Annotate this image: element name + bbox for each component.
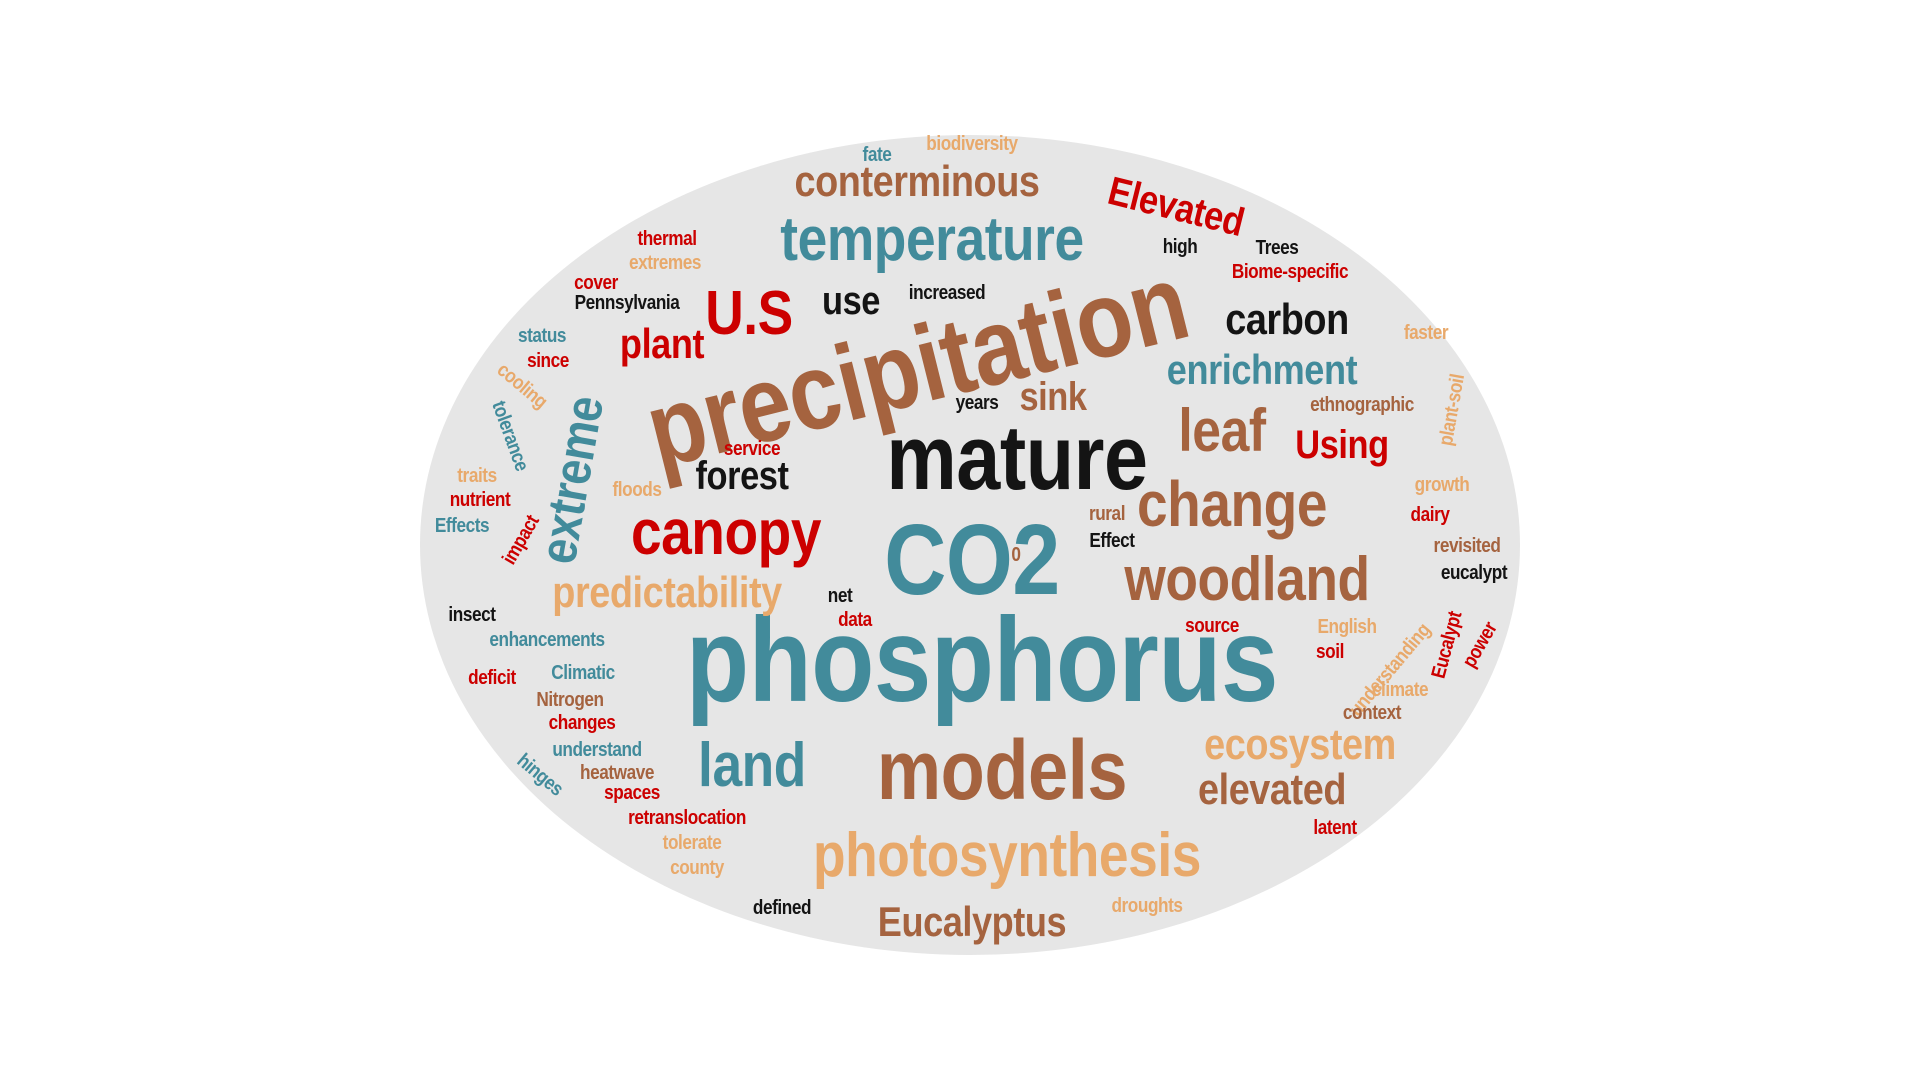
word-photosynthesis: photosynthesis	[812, 821, 1202, 890]
word-english: English	[1317, 616, 1377, 638]
word-biome-specific: Biome-specific	[1231, 261, 1349, 283]
word-high: high	[1162, 236, 1198, 258]
word-insect: insect	[448, 604, 496, 626]
word-droughts: droughts	[1111, 895, 1183, 917]
word-sink: sink	[1019, 375, 1087, 419]
word-biodiversity: biodiversity	[926, 133, 1018, 155]
word-floods: floods	[612, 479, 662, 501]
word-plant: plant	[619, 320, 705, 367]
word-context: context	[1342, 702, 1402, 724]
word-traits: traits	[457, 465, 497, 487]
word-status: status	[517, 325, 567, 347]
word-heatwave: heatwave	[579, 762, 655, 784]
word-data: data	[838, 609, 872, 631]
word-climate: climate	[1371, 679, 1429, 701]
word-enhancements: enhancements	[489, 629, 605, 651]
word-understand: understand	[552, 739, 642, 761]
word-soil: soil	[1316, 641, 1344, 663]
word-conterminous: conterminous	[794, 157, 1040, 206]
word-using: Using	[1295, 423, 1389, 467]
word-latent: latent	[1313, 817, 1357, 839]
word-mature: mature	[886, 407, 1148, 509]
word-effect: Effect	[1089, 530, 1135, 552]
word-co2: CO2	[884, 504, 1060, 616]
word-changes: changes	[548, 712, 616, 734]
word-leaf: leaf	[1178, 397, 1266, 464]
word-defined: defined	[752, 897, 812, 919]
word-models: models	[876, 723, 1128, 817]
word-deficit: deficit	[468, 667, 516, 689]
word-net: net	[827, 585, 853, 607]
word-increased: increased	[908, 282, 986, 304]
word-trees: Trees	[1255, 237, 1299, 259]
word-nutrient: nutrient	[449, 489, 511, 511]
word-ethnographic: ethnographic	[1310, 394, 1414, 416]
word-rural: rural	[1088, 503, 1126, 525]
word-0: 0	[1011, 544, 1021, 566]
word-canopy: canopy	[630, 496, 822, 568]
word-eucalyptus: Eucalyptus	[877, 898, 1067, 945]
word-carbon: carbon	[1225, 295, 1349, 344]
word-ecosystem: ecosystem	[1204, 720, 1396, 769]
word-enrichment: enrichment	[1166, 346, 1358, 393]
word-predictability: predictability	[552, 568, 782, 617]
word-pennsylvania: Pennsylvania	[574, 292, 680, 314]
word-revisited: revisited	[1433, 535, 1501, 557]
word-growth: growth	[1414, 474, 1470, 496]
word-eucalypt: eucalypt	[1440, 562, 1508, 584]
word-land: land	[698, 731, 806, 800]
word-forest: forest	[695, 454, 789, 498]
word-temperature: temperature	[780, 205, 1084, 274]
word-u-s: U.S	[705, 279, 793, 348]
word-service: service	[723, 438, 781, 460]
word-elevated: elevated	[1197, 765, 1347, 814]
word-years: years	[955, 392, 999, 414]
cloud-ellipse-background	[420, 135, 1520, 955]
word-tolerate: tolerate	[662, 832, 722, 854]
word-spaces: spaces	[604, 782, 660, 804]
word-cover: cover	[574, 272, 618, 294]
word-extremes: extremes	[628, 252, 702, 274]
word-thermal: thermal	[637, 228, 697, 250]
word-nitrogen: Nitrogen	[536, 689, 604, 711]
word-phosphorus: phosphorus	[686, 593, 1278, 727]
word-dairy: dairy	[1410, 504, 1450, 526]
word-retranslocation: retranslocation	[628, 807, 746, 829]
word-fate: fate	[862, 144, 892, 166]
word-use: use	[822, 279, 880, 323]
word-county: county	[670, 857, 724, 879]
word-since: since	[527, 350, 569, 372]
word-change: change	[1136, 468, 1328, 540]
word-effects: Effects	[434, 515, 490, 537]
word-faster: faster	[1403, 322, 1449, 344]
word-source: source	[1185, 615, 1239, 637]
word-climatic: Climatic	[551, 662, 615, 684]
word-woodland: woodland	[1124, 545, 1370, 614]
